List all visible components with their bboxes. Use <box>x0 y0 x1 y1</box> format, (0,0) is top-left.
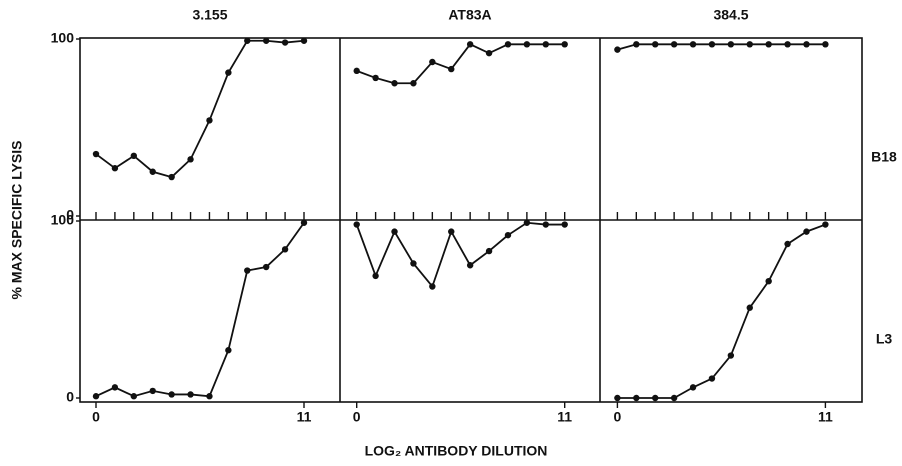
point <box>187 156 194 163</box>
point <box>111 165 119 172</box>
point <box>448 228 455 235</box>
point <box>727 41 735 48</box>
point <box>466 41 474 48</box>
x-tick-label: 11 <box>297 409 312 425</box>
point <box>670 394 678 402</box>
y-tick-label: 0 <box>66 207 74 223</box>
point <box>353 221 360 228</box>
point <box>633 41 640 48</box>
column-title: 3.155 <box>192 7 227 23</box>
point <box>485 247 493 255</box>
point <box>504 41 512 48</box>
point <box>803 41 810 48</box>
point <box>300 219 308 226</box>
point <box>822 41 829 48</box>
y-tick-label: 100 <box>51 30 75 46</box>
point <box>300 37 308 44</box>
point <box>448 65 455 73</box>
point <box>485 49 493 57</box>
x-tick-label: 0 <box>614 409 622 425</box>
point <box>92 150 100 158</box>
point <box>391 80 398 87</box>
point <box>523 41 531 48</box>
point <box>244 37 251 44</box>
point <box>708 375 716 382</box>
point <box>542 41 549 48</box>
point <box>281 39 289 46</box>
line <box>617 43 826 51</box>
point <box>225 69 232 76</box>
point <box>614 394 621 402</box>
point <box>652 394 659 402</box>
column-title: 384.5 <box>713 7 748 23</box>
point <box>689 41 697 48</box>
point <box>784 240 791 248</box>
row-label: L3 <box>876 331 893 347</box>
point <box>614 46 621 53</box>
point <box>187 391 194 398</box>
point <box>727 352 735 359</box>
point <box>633 394 640 402</box>
point <box>168 173 175 181</box>
point <box>225 347 232 354</box>
point <box>652 41 659 48</box>
point <box>765 41 772 48</box>
x-tick-label: 0 <box>92 409 100 425</box>
point <box>429 58 436 66</box>
point <box>746 41 753 48</box>
point <box>372 74 379 82</box>
point <box>542 221 549 228</box>
point <box>111 384 119 391</box>
point <box>561 41 568 48</box>
y-tick-label: 0 <box>66 389 74 405</box>
point <box>822 221 829 228</box>
y-tick-label: 100 <box>51 212 75 228</box>
point <box>391 228 398 235</box>
point <box>689 384 697 391</box>
point <box>561 221 568 228</box>
point <box>353 67 360 75</box>
x-tick-label: 11 <box>818 409 833 425</box>
x-axis-label: LOG₂ ANTIBODY DILUTION <box>365 443 548 459</box>
point <box>168 391 175 398</box>
point <box>670 41 678 48</box>
point <box>523 219 531 226</box>
point <box>149 168 156 175</box>
line <box>95 222 305 398</box>
point <box>410 260 417 267</box>
line <box>95 39 305 179</box>
line <box>356 43 565 85</box>
point <box>262 263 270 271</box>
point <box>429 283 436 290</box>
point <box>708 41 716 48</box>
x-tick-label: 11 <box>557 409 572 425</box>
point <box>92 393 100 400</box>
row-label: B18 <box>871 149 897 165</box>
point <box>206 393 213 400</box>
line <box>355 221 565 289</box>
point <box>130 152 138 160</box>
point <box>281 246 289 253</box>
point <box>149 387 156 395</box>
point <box>372 272 379 280</box>
point <box>765 277 772 285</box>
point <box>410 80 417 87</box>
line <box>617 223 826 399</box>
y-axis-label: % MAX SPECIFIC LYSIS <box>9 141 25 300</box>
point <box>746 304 753 311</box>
point <box>262 37 270 44</box>
x-tick-label: 0 <box>353 409 361 425</box>
column-title: AT83A <box>448 7 491 23</box>
point <box>784 41 791 48</box>
point <box>504 231 512 239</box>
point <box>130 393 138 400</box>
point <box>803 228 810 235</box>
point <box>466 262 474 269</box>
point <box>244 267 251 274</box>
point <box>206 117 213 124</box>
